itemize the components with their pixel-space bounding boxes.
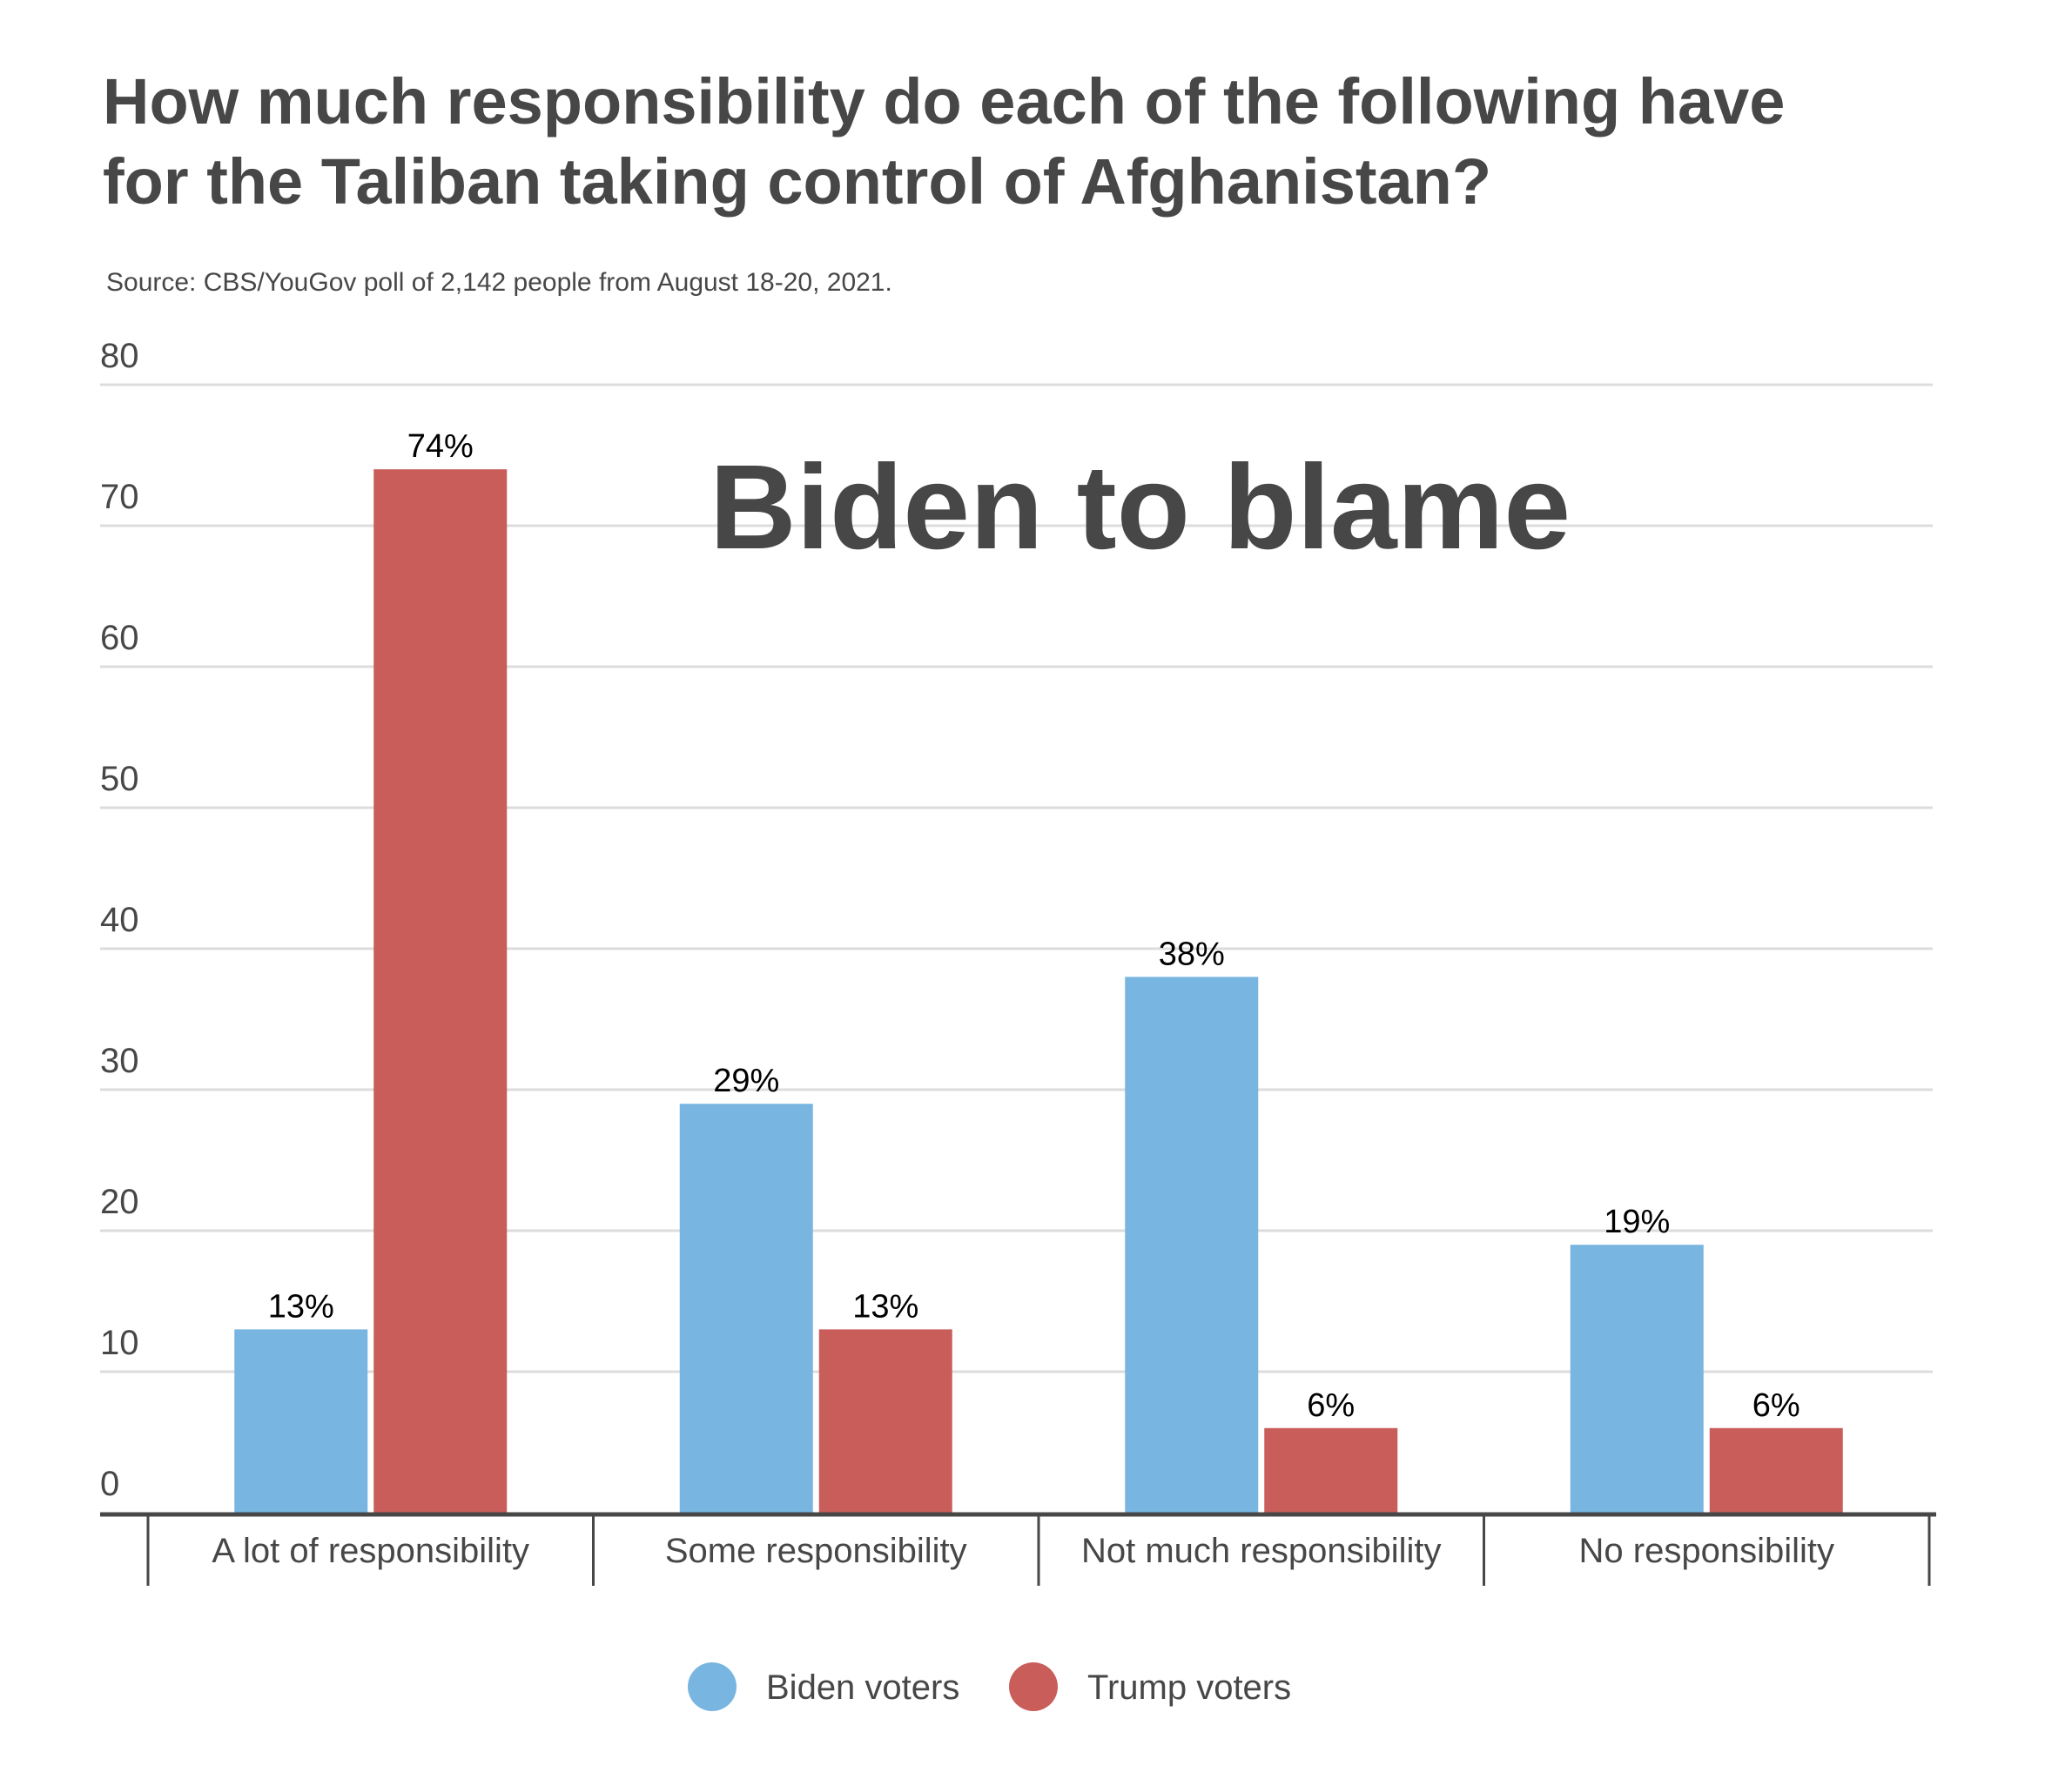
bar-biden-2 <box>1125 977 1259 1513</box>
bar-trump-1 <box>818 1329 952 1513</box>
data-label: 19% <box>1604 1204 1670 1240</box>
legend-swatch-trump <box>1009 1662 1058 1711</box>
bar-biden-0 <box>234 1329 368 1513</box>
annotation-biden-to-blame: Biden to blame <box>710 440 1571 574</box>
legend-label: Biden voters <box>766 1668 959 1707</box>
data-label: 13% <box>852 1288 918 1325</box>
y-tick-label: 20 <box>100 1183 139 1221</box>
y-axis-tick-labels: 0 10 20 30 40 50 60 70 80 <box>100 337 139 1503</box>
y-tick-label: 30 <box>100 1042 139 1080</box>
y-tick-label: 0 <box>100 1465 119 1503</box>
chart-title-line-2: for the Taliban taking control of Afghan… <box>103 145 1491 218</box>
legend-swatch-biden <box>688 1662 737 1711</box>
x-tick-label: A lot of responsibility <box>212 1532 529 1570</box>
x-tick-label: No responsibility <box>1579 1532 1834 1570</box>
data-label: 6% <box>1307 1387 1355 1424</box>
y-tick-label: 60 <box>100 619 139 657</box>
legend: Biden voters Trump voters <box>688 1662 1291 1711</box>
x-tick-label: Some responsibility <box>665 1532 967 1570</box>
bar-trump-2 <box>1264 1427 1398 1513</box>
legend-label: Trump voters <box>1087 1668 1291 1707</box>
data-label: 13% <box>268 1288 334 1325</box>
chart-subtitle-source: Source: CBS/YouGov poll of 2,142 people … <box>106 268 892 297</box>
chart-title-line-1: How much responsibility do each of the f… <box>103 65 1785 138</box>
data-labels: 13% 74% 29% 13% 38% 6% 19% 6% <box>268 428 1800 1424</box>
bar-biden-3 <box>1570 1245 1704 1513</box>
x-axis: A lot of responsibility Some responsibili… <box>100 1512 1936 1586</box>
y-tick-label: 50 <box>100 760 139 798</box>
data-label: 6% <box>1752 1387 1800 1424</box>
bar-trump-3 <box>1709 1427 1843 1513</box>
y-tick-label: 80 <box>100 337 139 375</box>
data-label: 29% <box>713 1063 779 1099</box>
chart-header: How much responsibility do each of the f… <box>103 65 1785 297</box>
data-label: 74% <box>407 428 474 465</box>
bar-biden-1 <box>679 1104 813 1513</box>
data-label: 38% <box>1159 936 1225 972</box>
x-tick-label: Not much responsibility <box>1081 1532 1442 1570</box>
y-tick-label: 10 <box>100 1324 139 1362</box>
bar-trump-0 <box>373 469 508 1514</box>
y-tick-label: 70 <box>100 478 139 516</box>
y-tick-label: 40 <box>100 901 139 939</box>
bars <box>234 469 1843 1514</box>
